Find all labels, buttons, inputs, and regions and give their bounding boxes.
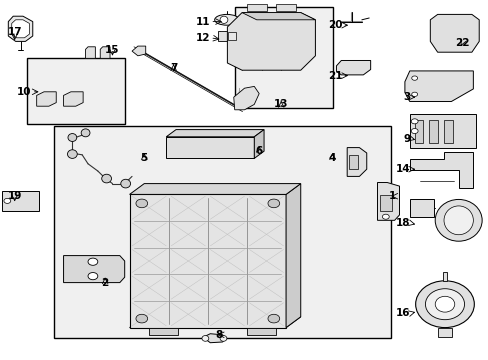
- Bar: [234, 7, 332, 108]
- Polygon shape: [129, 184, 300, 194]
- Bar: [228, 32, 235, 40]
- Bar: [348, 155, 358, 169]
- Ellipse shape: [443, 206, 472, 235]
- Ellipse shape: [88, 258, 98, 265]
- Ellipse shape: [434, 296, 454, 312]
- Text: 16: 16: [395, 308, 410, 318]
- Polygon shape: [233, 86, 259, 110]
- Ellipse shape: [382, 214, 388, 219]
- Ellipse shape: [425, 289, 464, 320]
- Ellipse shape: [267, 199, 279, 208]
- Polygon shape: [429, 14, 478, 52]
- Bar: [437, 328, 451, 337]
- Text: 5: 5: [141, 153, 147, 163]
- Ellipse shape: [434, 199, 481, 241]
- Text: 18: 18: [395, 218, 410, 228]
- Polygon shape: [8, 16, 33, 41]
- Bar: [217, 31, 228, 41]
- Polygon shape: [227, 13, 315, 70]
- Polygon shape: [346, 148, 366, 176]
- Ellipse shape: [136, 314, 147, 323]
- Ellipse shape: [202, 336, 208, 341]
- Text: 11: 11: [195, 17, 210, 27]
- Ellipse shape: [410, 129, 417, 134]
- Ellipse shape: [102, 174, 111, 183]
- Polygon shape: [409, 114, 475, 148]
- Polygon shape: [12, 20, 29, 38]
- Bar: [414, 120, 423, 143]
- Bar: [443, 120, 452, 143]
- Text: 2: 2: [102, 278, 108, 288]
- Polygon shape: [377, 183, 399, 220]
- Ellipse shape: [410, 119, 417, 124]
- Polygon shape: [285, 184, 300, 328]
- Ellipse shape: [88, 273, 98, 280]
- Bar: [276, 4, 295, 11]
- Polygon shape: [85, 47, 95, 58]
- Text: 22: 22: [454, 38, 468, 48]
- Text: 20: 20: [327, 20, 342, 30]
- Ellipse shape: [220, 16, 227, 23]
- Text: 8: 8: [215, 330, 222, 340]
- Polygon shape: [409, 152, 472, 188]
- Text: 21: 21: [327, 71, 342, 81]
- Text: 1: 1: [388, 191, 395, 201]
- Polygon shape: [409, 199, 433, 217]
- Text: 4: 4: [328, 153, 336, 163]
- Bar: [27, 58, 124, 124]
- Ellipse shape: [4, 198, 11, 203]
- Polygon shape: [63, 256, 124, 283]
- Text: 17: 17: [7, 27, 22, 37]
- Text: 14: 14: [395, 164, 410, 174]
- Polygon shape: [246, 328, 276, 335]
- Polygon shape: [404, 71, 472, 102]
- Polygon shape: [129, 194, 285, 328]
- Polygon shape: [149, 328, 178, 335]
- Polygon shape: [129, 317, 300, 328]
- Polygon shape: [336, 60, 370, 75]
- Ellipse shape: [67, 150, 77, 158]
- Polygon shape: [166, 130, 264, 137]
- Text: 12: 12: [195, 33, 210, 43]
- Ellipse shape: [411, 92, 417, 96]
- Polygon shape: [132, 46, 145, 56]
- Ellipse shape: [220, 336, 226, 341]
- Text: 15: 15: [105, 45, 120, 55]
- Ellipse shape: [415, 281, 473, 328]
- Ellipse shape: [267, 314, 279, 323]
- Text: 13: 13: [273, 99, 288, 109]
- Polygon shape: [100, 47, 110, 58]
- Ellipse shape: [121, 179, 130, 188]
- Ellipse shape: [136, 199, 147, 208]
- Bar: [442, 272, 447, 281]
- Ellipse shape: [81, 129, 90, 137]
- Polygon shape: [166, 137, 254, 158]
- Text: 7: 7: [169, 63, 177, 73]
- Text: 19: 19: [7, 191, 22, 201]
- Ellipse shape: [411, 76, 417, 80]
- Text: 10: 10: [17, 87, 32, 97]
- Text: 6: 6: [255, 146, 262, 156]
- Text: 9: 9: [403, 134, 410, 144]
- Ellipse shape: [214, 14, 239, 25]
- Text: 3: 3: [403, 92, 410, 102]
- Bar: [379, 195, 391, 211]
- Polygon shape: [37, 92, 56, 106]
- Polygon shape: [254, 130, 264, 158]
- Bar: [54, 126, 390, 338]
- Polygon shape: [2, 191, 39, 211]
- Ellipse shape: [68, 134, 77, 141]
- Polygon shape: [63, 92, 83, 106]
- Bar: [246, 4, 266, 11]
- Bar: [428, 120, 437, 143]
- Polygon shape: [242, 13, 315, 20]
- Polygon shape: [203, 334, 226, 343]
